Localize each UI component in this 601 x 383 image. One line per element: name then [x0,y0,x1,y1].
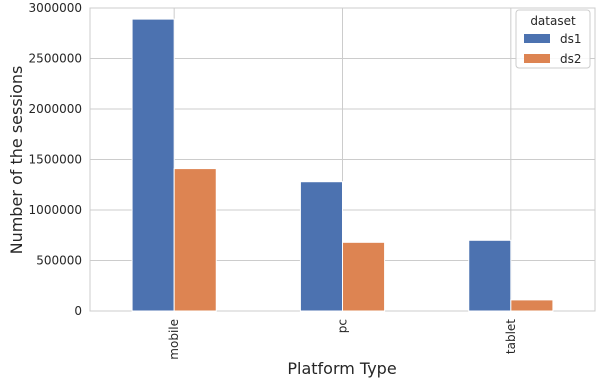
legend-title: dataset [530,14,576,28]
y-tick-label: 1000000 [29,203,82,217]
bar-ds1-tablet [468,239,512,312]
y-axis-label: Number of the sessions [7,66,26,255]
y-tick-labels: 0 500000 1000000 1500000 2000000 2500000 30000… [29,1,82,318]
y-tick-label: 1500000 [29,153,82,167]
bar-ds2-tablet [510,299,554,312]
x-tick-label: tablet [504,319,518,354]
y-tick-label: 500000 [36,254,82,268]
legend-swatch-ds2 [524,54,550,63]
legend-label-ds1: ds1 [560,32,582,46]
x-tick-label: mobile [167,319,181,360]
bar-ds1-pc [299,181,343,312]
x-tick-labels: mobile pc tablet [167,319,518,360]
bar-ds1-mobile [131,18,175,312]
legend: dataset ds1 ds2 [515,9,591,69]
legend-label-ds2: ds2 [560,52,582,66]
y-tick-label: 0 [74,304,82,318]
x-axis-label: Platform Type [287,359,396,378]
x-tick-label: pc [336,319,350,333]
y-tick-label: 2000000 [29,102,82,116]
y-tick-label: 2500000 [29,52,82,66]
bar-ds2-mobile [173,168,217,312]
y-tick-label: 3000000 [29,1,82,15]
bars [131,18,554,312]
legend-swatch-ds1 [524,34,550,43]
bar-ds2-pc [342,241,386,312]
legend-box [515,9,591,69]
